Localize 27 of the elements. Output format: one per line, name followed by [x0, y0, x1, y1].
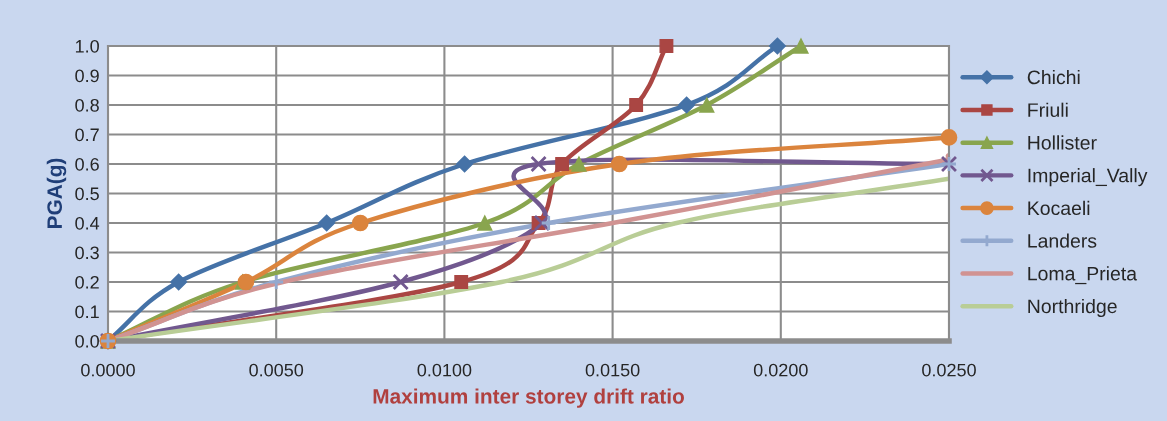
legend-label: Northridge	[1028, 298, 1117, 318]
legend-label: Landers	[1028, 233, 1097, 248]
legend-label: Loma_Prieta	[1028, 266, 1138, 285]
y-tick-label: 0.1	[75, 305, 99, 319]
x-tick-label: 0.0250	[922, 363, 976, 377]
legend-label: Chichi	[1027, 69, 1080, 85]
y-tick-label: 0.4	[75, 216, 100, 230]
y-tick-label: 0.3	[75, 246, 99, 260]
x-tick-label: 0.0200	[753, 363, 808, 377]
x-axis-title: Maximum inter storey drift ratio	[373, 388, 684, 408]
legend-label: Friuli	[1028, 102, 1068, 117]
y-tick-label: 0.6	[75, 157, 99, 171]
x-tick-label: 0.0050	[249, 363, 304, 377]
y-tick-label: 1.0	[75, 39, 99, 53]
legend-label: Hollister	[1028, 135, 1097, 150]
x-tick-label: 0.0000	[81, 363, 135, 377]
legend-label: Imperial_Vally	[1028, 168, 1148, 187]
y-tick-label: 0.9	[75, 69, 99, 83]
legend-label: Kocaeli	[1028, 200, 1090, 216]
x-tick-label: 0.0100	[417, 363, 472, 377]
y-tick-label: 0.8	[75, 98, 99, 112]
y-tick-label: 0.7	[75, 128, 99, 142]
y-tick-label: 0.2	[75, 275, 99, 289]
y-tick-label: 0.0	[75, 334, 99, 348]
y-tick-label: 0.5	[75, 187, 99, 201]
x-tick-label: 0.0150	[585, 363, 640, 377]
y-axis-title: PGA(g)	[46, 158, 67, 228]
